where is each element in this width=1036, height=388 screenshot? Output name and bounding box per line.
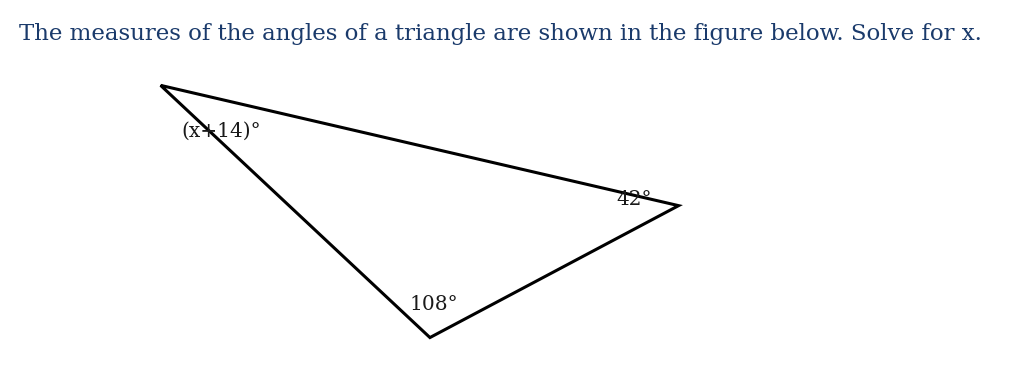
Text: (x+14)°: (x+14)° xyxy=(181,122,261,141)
Text: 42°: 42° xyxy=(616,191,652,209)
Text: The measures of the angles of a triangle are shown in the figure below. Solve fo: The measures of the angles of a triangle… xyxy=(19,23,981,45)
Text: 108°: 108° xyxy=(409,295,458,314)
